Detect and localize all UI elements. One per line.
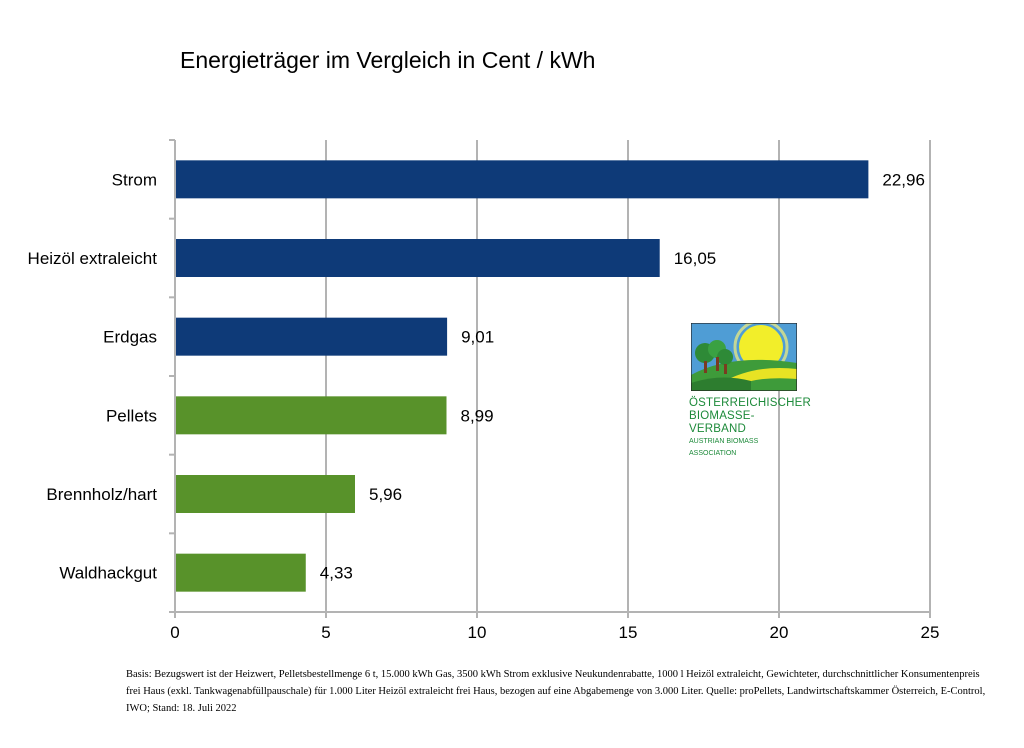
category-label: Waldhackgut (59, 564, 157, 583)
bar (175, 317, 448, 356)
category-label: Strom (112, 170, 157, 189)
source-footnote: Basis: Bezugswert ist der Heizwert, Pell… (126, 669, 986, 714)
x-tick-label: 25 (921, 623, 940, 642)
category-label: Pellets (106, 406, 157, 425)
bar (175, 396, 447, 435)
value-label: 9,01 (461, 328, 494, 347)
logo-text-line1: Österreichischer (689, 397, 812, 409)
logo-landscape-icon (691, 323, 797, 391)
bar (175, 239, 660, 277)
axes (169, 139, 931, 618)
bar (175, 160, 869, 199)
x-tick-label: 10 (468, 623, 487, 642)
logo-text-line3: Austrian Biomass Association (689, 438, 759, 457)
biomasse-verband-logo: Österreichischer Biomasse-Verband Austri… (689, 323, 812, 460)
x-tick-label: 15 (619, 623, 638, 642)
category-label: Brennholz/hart (46, 485, 157, 504)
logo-text-line2: Biomasse-Verband (689, 410, 755, 435)
x-tick-label: 5 (321, 623, 330, 642)
bar (175, 553, 306, 592)
value-label: 8,99 (460, 406, 493, 425)
bars (175, 160, 869, 592)
chart-title: Energieträger im Vergleich in Cent / kWh (180, 47, 596, 73)
value-label: 4,33 (320, 564, 353, 583)
value-label: 5,96 (369, 485, 402, 504)
grid-lines (325, 140, 931, 612)
x-tick-label: 20 (770, 623, 789, 642)
x-tick-label: 0 (170, 623, 179, 642)
labels: 0 5 10 15 20 25 Strom 22,96 Heizöl extraleicht 16… (28, 170, 940, 642)
category-label: Heizöl extraleicht (28, 249, 158, 268)
value-label: 16,05 (674, 249, 717, 268)
bar (175, 475, 355, 513)
category-label: Erdgas (103, 328, 157, 347)
value-label: 22,96 (882, 170, 925, 189)
bar-chart: 0 5 10 15 20 25 Strom 22,96 Heizöl extraleicht 16… (28, 139, 940, 642)
